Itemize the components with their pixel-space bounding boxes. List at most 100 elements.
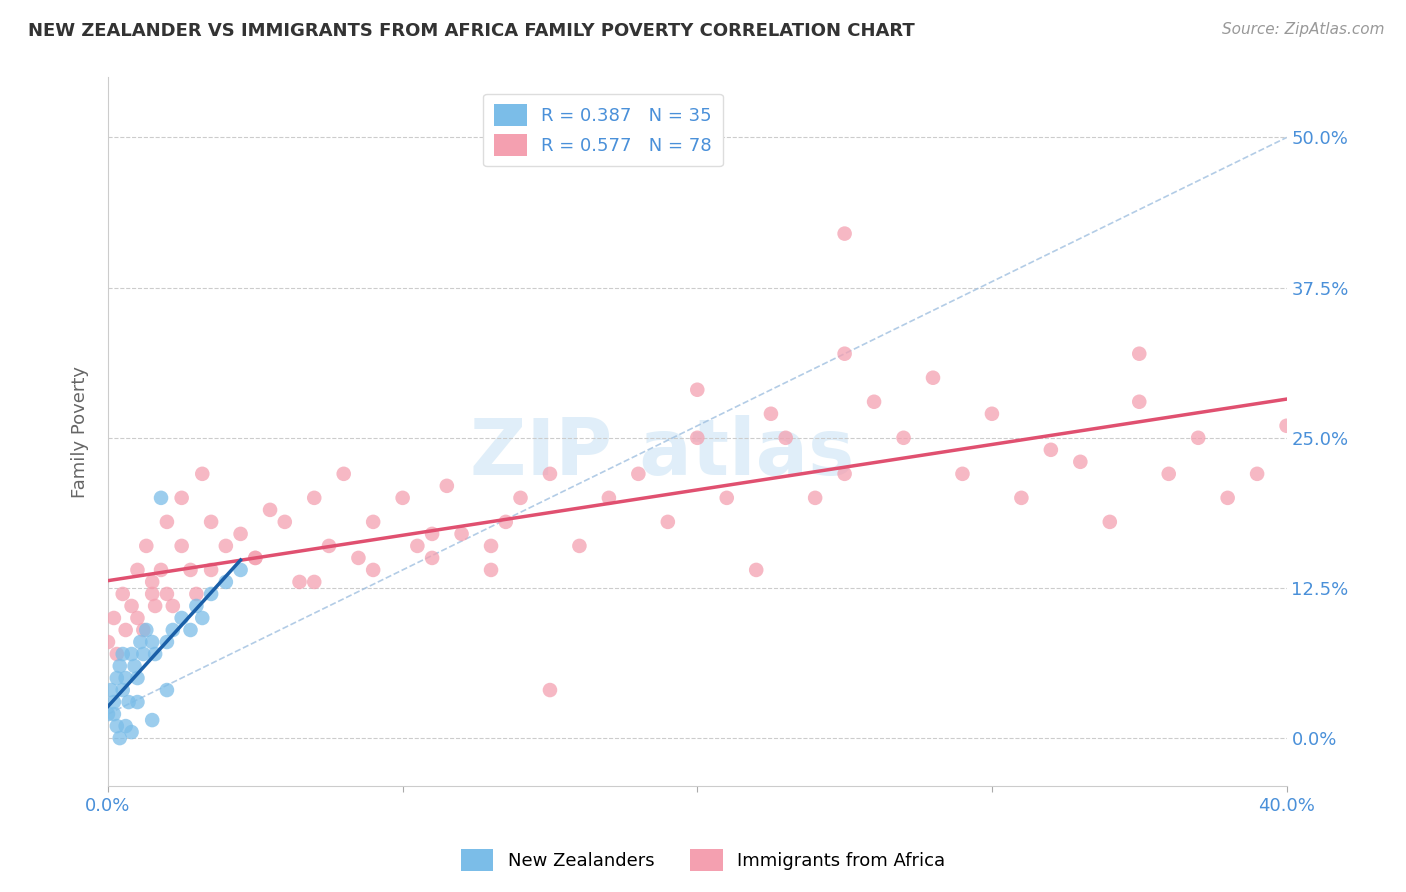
Point: [114, 719, 136, 733]
Point: [97, 635, 120, 649]
Point: [162, 623, 184, 637]
Point: [141, 574, 163, 589]
Point: [117, 695, 139, 709]
Point: [186, 587, 208, 601]
Point: [111, 683, 134, 698]
Point: [97, 707, 120, 722]
Point: [105, 719, 128, 733]
Point: [627, 467, 650, 481]
Text: NEW ZEALANDER VS IMMIGRANTS FROM AFRICA FAMILY POVERTY CORRELATION CHART: NEW ZEALANDER VS IMMIGRANTS FROM AFRICA …: [28, 22, 915, 40]
Point: [952, 467, 974, 481]
Point: [150, 563, 173, 577]
Point: [1216, 491, 1239, 505]
Point: [170, 539, 193, 553]
Point: [121, 599, 143, 613]
Point: [170, 611, 193, 625]
Point: [179, 563, 201, 577]
Point: [274, 515, 297, 529]
Point: [170, 491, 193, 505]
Point: [716, 491, 738, 505]
Point: [103, 695, 125, 709]
Point: [121, 725, 143, 739]
Point: [1187, 431, 1209, 445]
Point: [657, 515, 679, 529]
Point: [162, 599, 184, 613]
Point: [686, 431, 709, 445]
Point: [1128, 347, 1150, 361]
Point: [863, 394, 886, 409]
Point: [420, 527, 443, 541]
Point: [1246, 467, 1268, 481]
Point: [200, 587, 222, 601]
Point: [215, 574, 238, 589]
Point: [318, 539, 340, 553]
Point: [179, 623, 201, 637]
Point: [191, 611, 214, 625]
Point: [1039, 442, 1062, 457]
Point: [568, 539, 591, 553]
Point: [1098, 515, 1121, 529]
Point: [191, 467, 214, 481]
Point: [229, 527, 252, 541]
Point: [127, 695, 149, 709]
Point: [1010, 491, 1032, 505]
Point: [135, 539, 157, 553]
Point: [105, 647, 128, 661]
Point: [834, 227, 856, 241]
Point: [186, 599, 208, 613]
Point: [304, 491, 326, 505]
Point: [745, 563, 768, 577]
Point: [406, 539, 429, 553]
Point: [347, 550, 370, 565]
Point: [114, 671, 136, 685]
Point: [143, 599, 166, 613]
Point: [156, 587, 179, 601]
Point: [132, 647, 155, 661]
Point: [1069, 455, 1091, 469]
Point: [141, 635, 163, 649]
Point: [804, 491, 827, 505]
Point: [200, 563, 222, 577]
Point: [127, 563, 149, 577]
Point: [598, 491, 620, 505]
Point: [127, 671, 149, 685]
Point: [538, 683, 561, 698]
Point: [200, 515, 222, 529]
Point: [686, 383, 709, 397]
Point: [361, 515, 384, 529]
Point: [156, 683, 179, 698]
Point: [114, 623, 136, 637]
Point: [1275, 418, 1298, 433]
Point: [288, 574, 311, 589]
Legend: R = 0.387   N = 35, R = 0.577   N = 78: R = 0.387 N = 35, R = 0.577 N = 78: [484, 94, 723, 167]
Point: [509, 491, 531, 505]
Point: [436, 479, 458, 493]
Point: [129, 635, 152, 649]
Point: [1157, 467, 1180, 481]
Point: [259, 503, 281, 517]
Point: [245, 550, 267, 565]
Point: [111, 647, 134, 661]
Point: [479, 563, 502, 577]
Point: [759, 407, 782, 421]
Point: [150, 491, 173, 505]
Point: [108, 659, 131, 673]
Point: [108, 731, 131, 745]
Legend: New Zealanders, Immigrants from Africa: New Zealanders, Immigrants from Africa: [453, 842, 953, 879]
Point: [834, 347, 856, 361]
Point: [105, 671, 128, 685]
Point: [141, 587, 163, 601]
Point: [420, 550, 443, 565]
Point: [361, 563, 384, 577]
Point: [215, 539, 238, 553]
Point: [156, 635, 179, 649]
Point: [156, 515, 179, 529]
Y-axis label: Family Poverty: Family Poverty: [72, 366, 89, 498]
Point: [775, 431, 797, 445]
Point: [834, 467, 856, 481]
Point: [100, 683, 122, 698]
Point: [121, 647, 143, 661]
Point: [132, 623, 155, 637]
Point: [111, 587, 134, 601]
Point: [1128, 394, 1150, 409]
